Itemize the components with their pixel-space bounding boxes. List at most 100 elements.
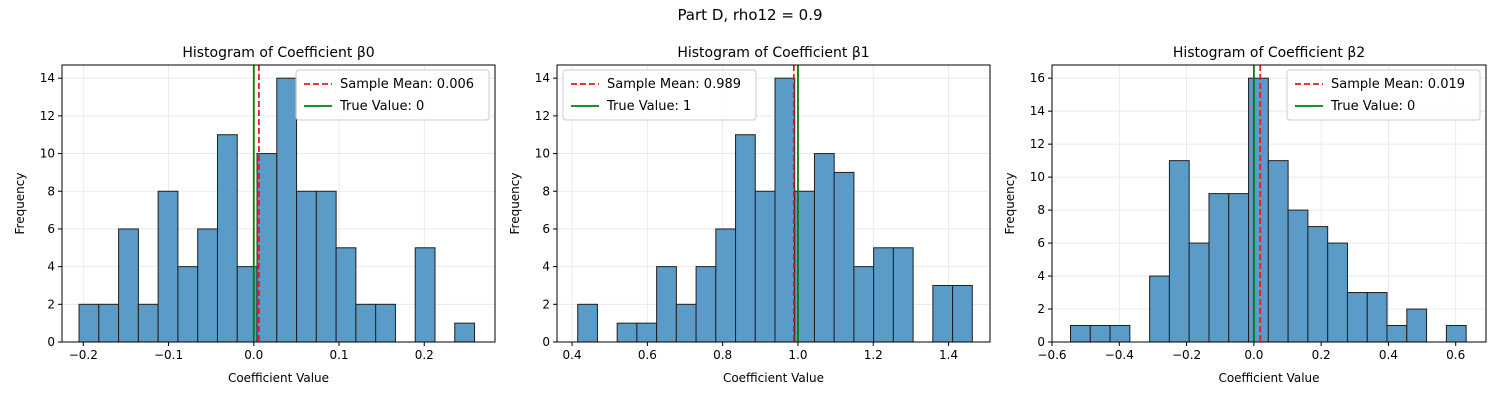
y-tick-label: 16 [1030,71,1045,85]
x-tick-label: −0.6 [1037,348,1066,362]
y-tick-label: 6 [47,222,55,236]
y-tick-label: 14 [535,71,550,85]
histogram-bar [873,247,894,343]
histogram-bar [754,190,776,343]
y-tick-label: 6 [1037,236,1045,250]
histogram-panel-1: 0.4 0.6 0.8 1.0 1.2 1.4 0 2 4 6 8 10 12 14 Histogram o… [508,45,991,385]
histogram-bar [118,228,139,343]
histogram-bar [177,266,199,343]
histogram-bar [1267,160,1289,343]
histogram-bar [1109,325,1131,343]
histogram-bar [1406,308,1428,343]
histogram-bar [78,303,100,343]
legend-true-label: True Value: 0 [1330,99,1415,114]
y-axis-label: Frequency [1003,173,1017,235]
x-axis-label: Coefficient Value [1218,371,1319,385]
histogram-bar [656,266,677,343]
histogram-bar [296,190,317,343]
x-axis-label: Coefficient Value [228,371,329,385]
histogram-panel-0: −0.2 −0.1 0.0 0.1 0.2 0 2 4 6 8 10 12 14 Histogram of… [13,45,496,385]
y-tick-label: 14 [40,71,55,85]
figure-title: Part D, rho12 = 0.9 [677,6,822,24]
x-tick-label: 1.4 [939,348,958,362]
histogram-bar [335,247,357,343]
y-tick-label: 12 [535,109,550,123]
x-tick-label: −0.1 [154,348,183,362]
legend-true-label: True Value: 0 [339,99,424,114]
legend-mean-label: Sample Mean: 0.989 [607,77,741,92]
y-tick-label: 12 [40,109,55,123]
histogram-bar [1208,193,1230,343]
histogram-bar [675,303,697,343]
histogram-bar [892,247,914,343]
x-tick-label: 0.2 [415,348,434,362]
x-tick-label: 0.8 [713,348,732,362]
x-tick-label: 0.0 [244,348,263,362]
histogram-bar [1248,77,1269,343]
histogram-bar [833,171,855,343]
histogram-bar [695,266,717,343]
histogram-bar [735,134,756,343]
y-tick-label: 2 [1037,302,1045,316]
x-tick-label: 1.2 [864,348,883,362]
y-tick-label: 4 [1037,269,1045,283]
histogram-bar [1327,242,1348,343]
histogram-bar [315,190,337,343]
histogram-bar [932,284,954,343]
x-tick-label: 0.6 [638,348,657,362]
y-tick-label: 0 [1037,335,1045,349]
y-tick-label: 2 [542,297,550,311]
histogram-bar [98,303,120,343]
y-tick-label: 4 [47,260,55,274]
y-axis-label: Frequency [508,173,522,235]
chart-title: Histogram of Coefficient β1 [677,45,869,61]
histogram-bar [952,284,973,343]
y-tick-label: 6 [542,222,550,236]
histogram-bar [1307,226,1329,343]
x-tick-label: 0.0 [1244,348,1263,362]
histogram-bar [1287,209,1309,343]
axes-frame [556,64,991,343]
x-axis-label: Coefficient Value [723,371,824,385]
y-tick-label: 8 [1037,203,1045,217]
x-tick-label: 1.0 [788,348,807,362]
histogram-bar [813,153,835,343]
x-tick-label: 0.6 [1446,348,1465,362]
legend-box [295,69,490,121]
histogram-bar [256,153,278,343]
histogram-bar [1089,325,1111,343]
histogram-bar [636,322,658,343]
chart-title: Histogram of Coefficient β2 [1173,45,1365,61]
axes-frame [61,64,496,343]
y-tick-label: 10 [1030,170,1045,184]
histogram-bar [1188,242,1210,343]
legend: Sample Mean: 0.006 True Value: 0 [295,69,490,121]
legend-true-label: True Value: 1 [606,99,691,114]
x-tick-label: −0.4 [1105,348,1134,362]
histogram-bar [853,266,875,343]
histogram-bar [1070,325,1091,343]
histogram-bar [197,228,218,343]
histogram-panel-2: −0.6 −0.4 −0.2 0.0 0.2 0.4 0.6 0 2 4 6 8 10 12 14 16 His… [1003,45,1487,385]
legend-box [1286,69,1481,121]
histogram-bar [616,322,638,343]
y-tick-label: 4 [542,260,550,274]
y-tick-label: 0 [47,335,55,349]
histogram-bar [1168,160,1190,343]
y-tick-label: 10 [40,147,55,161]
histogram-bar [1445,325,1467,343]
histogram-bar [1386,325,1408,343]
histogram-bar [1366,292,1388,343]
x-tick-label: 0.1 [329,348,348,362]
histogram-bar [157,190,179,343]
x-tick-label: −0.2 [69,348,98,362]
y-tick-label: 0 [542,335,550,349]
chart-title: Histogram of Coefficient β0 [182,45,374,61]
y-tick-label: 14 [1030,104,1045,118]
histogram-bar [715,228,737,343]
histogram-bar [1149,275,1170,343]
legend-mean-label: Sample Mean: 0.006 [340,77,474,92]
histogram-bar [375,303,396,343]
